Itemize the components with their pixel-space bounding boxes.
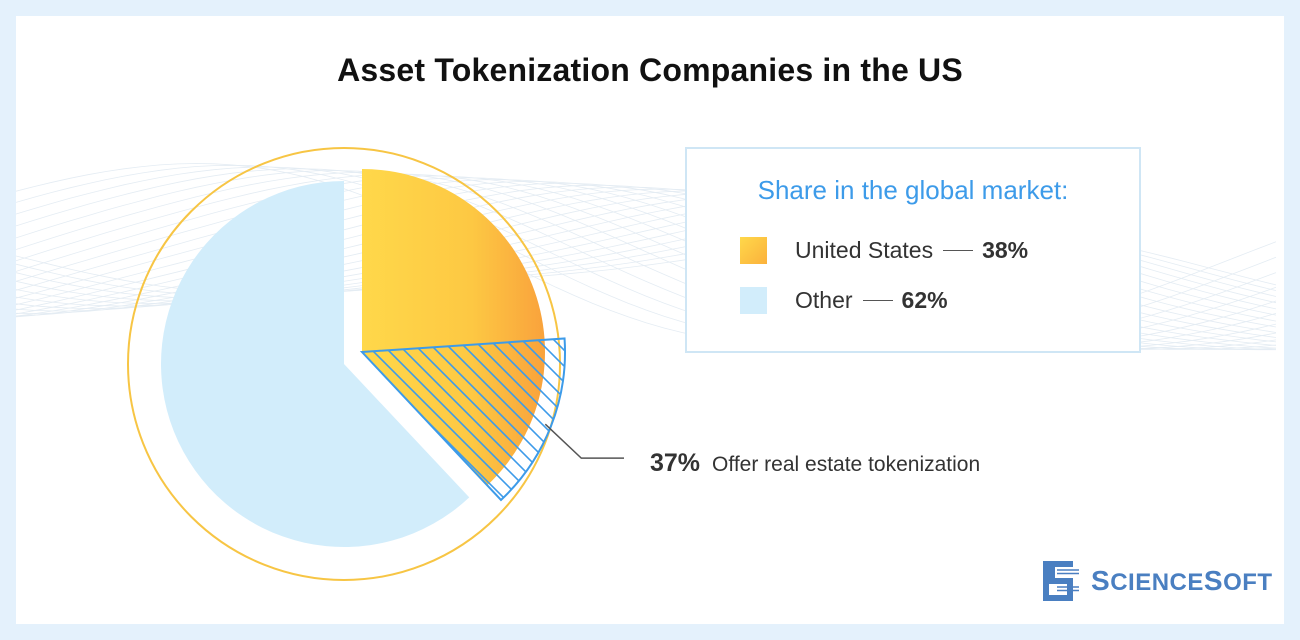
sciencesoft-logo-text: SCIENCESOFT [1091, 565, 1273, 596]
legend-box: Share in the global market: United State… [685, 147, 1141, 353]
legend-label: United States [795, 236, 934, 263]
pie-slice-united-states [362, 169, 545, 486]
legend-item-united-states: United States 38% [740, 235, 1028, 265]
callout-leader-line [544, 423, 624, 459]
pie-slice-other [160, 181, 470, 547]
legend-dash [943, 249, 974, 251]
legend-title: Share in the global market: [757, 175, 1069, 205]
infographic-card: Asset Tokenization Companies in the US S… [16, 16, 1284, 624]
legend-value: 38% [982, 236, 1029, 263]
pie-chart [127, 147, 624, 581]
legend-dash [862, 299, 893, 301]
sciencesoft-logo: SCIENCESOFT [1043, 561, 1273, 601]
sciencesoft-logo-icon [1043, 561, 1079, 601]
legend-value: 62% [901, 286, 948, 313]
legend-label: Other [795, 286, 853, 313]
callout-annotation: 37% Offer real estate tokenization [650, 449, 980, 478]
legend-swatch-united-states [740, 236, 767, 264]
chart-title: Asset Tokenization Companies in the US [337, 52, 963, 88]
pie-outline-ring [127, 147, 561, 581]
callout-text: Offer real estate tokenization [712, 453, 981, 476]
pie-sub-slice-real-estate [359, 337, 566, 502]
legend-swatch-other [740, 286, 767, 314]
legend-item-other: Other 62% [740, 285, 948, 315]
callout-value: 37% [650, 449, 701, 477]
